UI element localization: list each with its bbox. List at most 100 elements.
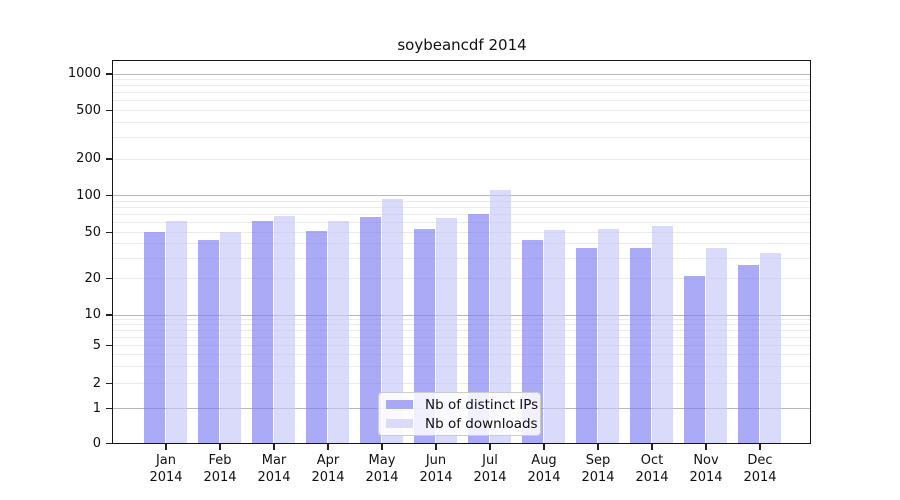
- y-tick-mark: [106, 194, 112, 197]
- x-tick-mark: [489, 444, 491, 450]
- bar: [738, 264, 759, 443]
- bar: [576, 248, 597, 443]
- minor-gridline: [113, 200, 810, 202]
- plot-area: [112, 60, 811, 444]
- x-tick-mark: [273, 444, 275, 450]
- y-tick-label: 500: [76, 102, 101, 118]
- major-gridline: [113, 314, 810, 316]
- y-tick-label: 20: [84, 270, 101, 286]
- minor-gridline: [113, 100, 810, 102]
- x-tick-label: Jan 2014: [149, 453, 183, 485]
- minor-gridline: [113, 336, 810, 338]
- minor-gridline: [113, 232, 810, 233]
- minor-gridline: [113, 222, 810, 224]
- minor-gridline: [113, 121, 810, 123]
- bar: [652, 225, 673, 443]
- x-tick-mark: [435, 444, 437, 450]
- bar: [382, 198, 403, 443]
- minor-gridline: [113, 92, 810, 94]
- x-tick-label: Nov 2014: [689, 453, 723, 485]
- legend-label: Nb of downloads: [425, 415, 538, 432]
- x-tick-label: Aug 2014: [527, 453, 561, 485]
- y-tick-mark: [106, 109, 112, 112]
- bar: [328, 221, 349, 443]
- y-tick-label: 10: [84, 307, 101, 322]
- major-gridline: [113, 195, 810, 196]
- minor-gridline: [113, 214, 810, 216]
- x-tick-mark: [327, 444, 329, 450]
- minor-gridline: [113, 243, 810, 245]
- x-tick-label: Jul 2014: [473, 453, 507, 485]
- y-tick-mark: [106, 344, 112, 347]
- y-tick-mark: [106, 73, 112, 75]
- bar: [414, 228, 435, 443]
- bar: [360, 217, 381, 443]
- minor-gridline: [113, 158, 810, 160]
- y-tick-mark: [106, 442, 112, 445]
- legend-item-distinct-ips: Nb of distinct IPs: [386, 397, 540, 413]
- y-tick-mark: [106, 158, 112, 160]
- x-tick-mark: [759, 444, 761, 450]
- x-tick-label: Jun 2014: [419, 453, 453, 485]
- x-tick-mark: [705, 444, 707, 450]
- minor-gridline: [113, 85, 810, 87]
- y-tick-label: 1: [92, 400, 101, 416]
- bar: [630, 248, 651, 443]
- minor-gridline: [113, 330, 810, 332]
- x-tick-mark: [165, 444, 167, 450]
- bar: [684, 275, 705, 443]
- x-tick-mark: [381, 444, 383, 450]
- bar: [274, 216, 295, 443]
- y-tick-label: 2: [92, 375, 101, 391]
- bar: [436, 217, 457, 443]
- bar: [144, 232, 165, 443]
- bar: [598, 228, 619, 443]
- x-tick-mark: [219, 444, 221, 450]
- x-tick-label: Dec 2014: [743, 453, 777, 485]
- y-tick-mark: [106, 231, 112, 234]
- y-tick-mark: [106, 314, 112, 316]
- x-tick-mark: [597, 444, 599, 450]
- y-tick-label: 50: [84, 224, 101, 240]
- bar: [706, 248, 727, 443]
- major-gridline: [113, 73, 810, 75]
- legend-swatch-distinct-ips-icon: [386, 399, 413, 410]
- x-tick-mark: [543, 444, 545, 450]
- minor-gridline: [113, 319, 810, 321]
- minor-gridline: [113, 206, 810, 208]
- minor-gridline: [113, 110, 810, 111]
- x-tick-mark: [651, 444, 653, 450]
- minor-gridline: [113, 79, 810, 81]
- minor-gridline: [113, 278, 810, 279]
- bar: [760, 252, 781, 443]
- bar: [252, 221, 273, 443]
- x-tick-label: Feb 2014: [203, 453, 237, 485]
- bar: [544, 229, 565, 443]
- x-tick-label: Oct 2014: [635, 453, 669, 485]
- minor-gridline: [113, 345, 810, 346]
- minor-gridline: [113, 383, 810, 384]
- minor-gridline: [113, 354, 810, 356]
- y-tick-mark: [106, 277, 112, 280]
- y-tick-label: 200: [76, 151, 101, 166]
- x-tick-label: Sep 2014: [581, 453, 615, 485]
- y-tick-label: 1000: [67, 66, 101, 81]
- legend-swatch-downloads-icon: [386, 418, 413, 429]
- x-tick-label: Apr 2014: [311, 453, 345, 485]
- x-tick-label: Mar 2014: [257, 453, 291, 485]
- legend-label: Nb of distinct IPs: [425, 396, 539, 413]
- y-tick-mark: [106, 407, 112, 410]
- bar: [490, 189, 511, 443]
- bar: [198, 239, 219, 443]
- minor-gridline: [113, 257, 810, 259]
- chart-title: soybeancdf 2014: [397, 36, 527, 54]
- legend: Nb of distinct IPs Nb of downloads: [378, 392, 541, 436]
- minor-gridline: [113, 324, 810, 326]
- minor-gridline: [113, 366, 810, 368]
- y-tick-label: 0: [92, 435, 101, 451]
- bar: [166, 221, 187, 443]
- bar: [468, 214, 489, 443]
- x-tick-label: May 2014: [365, 453, 399, 485]
- bar: [220, 232, 241, 443]
